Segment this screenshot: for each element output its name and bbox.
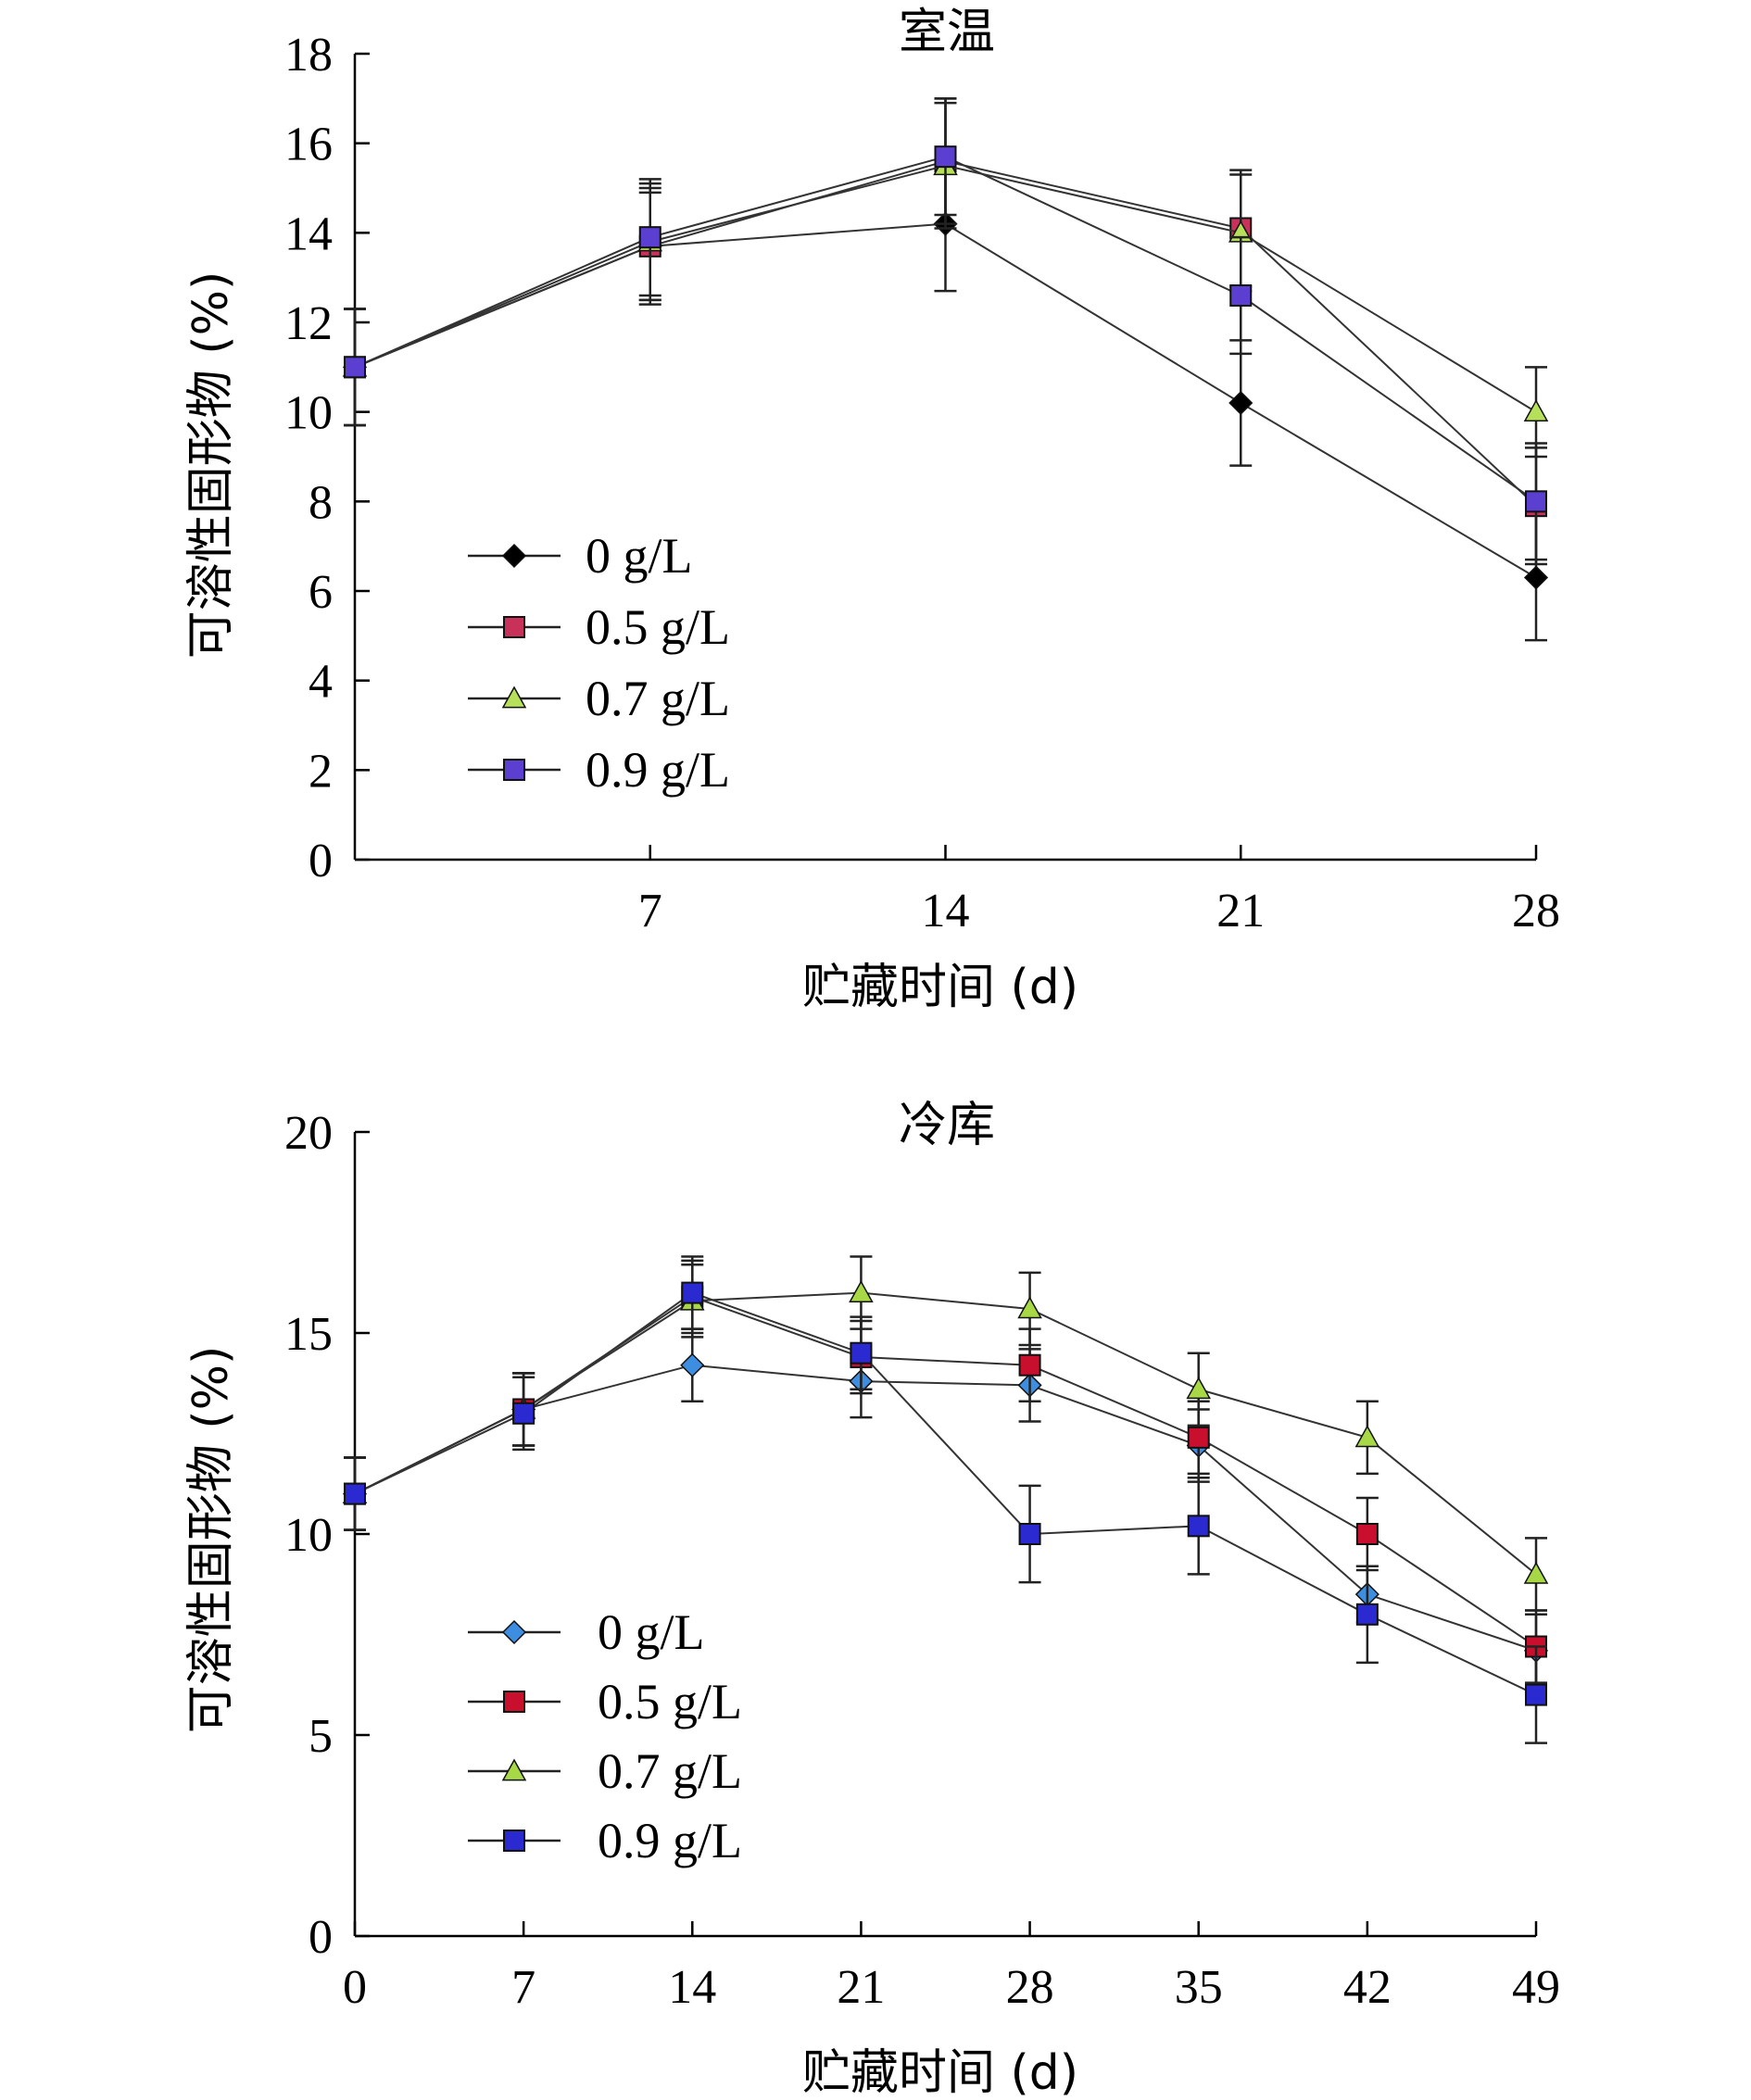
legend-label: 0 g/L — [586, 528, 693, 584]
data-point — [1355, 1523, 1379, 1545]
legend-label: 0.9 g/L — [598, 1813, 742, 1868]
data-point — [934, 145, 957, 169]
legend-item: 0.9 g/L — [468, 1813, 742, 1868]
legend-item: 0.5 g/L — [468, 1674, 742, 1729]
x-tick-label: 14 — [668, 1961, 716, 2014]
data-point — [1228, 390, 1253, 416]
data-point — [680, 1352, 705, 1377]
legend-marker — [501, 1758, 527, 1781]
x-tick-label: 21 — [1216, 885, 1265, 937]
data-point — [850, 1341, 873, 1364]
legend-label: 0.9 g/L — [586, 742, 730, 798]
x-tick-label: 14 — [922, 885, 970, 937]
series-0-9gL — [344, 1255, 1547, 1744]
data-point — [1187, 1426, 1210, 1449]
y-tick-label: 10 — [284, 1509, 333, 1562]
y-tick-label: 16 — [284, 119, 333, 171]
x-tick-label: 49 — [1512, 1961, 1560, 2014]
legend-marker — [503, 1691, 525, 1713]
legend-marker — [501, 1619, 527, 1645]
legend-label: 0.7 g/L — [586, 671, 730, 726]
legend-marker — [503, 616, 525, 638]
data-point — [1525, 1683, 1547, 1706]
legend-label: 0 g/L — [598, 1604, 705, 1660]
legend-label: 0.5 g/L — [598, 1674, 742, 1729]
plot-area — [342, 97, 1549, 642]
legend-label: 0.7 g/L — [598, 1743, 742, 1799]
legend-item: 0.9 g/L — [468, 742, 730, 798]
y-tick-label: 4 — [309, 656, 333, 709]
data-point — [1187, 1515, 1210, 1538]
data-point — [1355, 1603, 1379, 1626]
x-tick-label: 28 — [1512, 885, 1560, 937]
legend-item: 0 g/L — [468, 528, 693, 584]
y-tick-label: 2 — [309, 745, 333, 798]
legend-marker — [501, 543, 527, 569]
data-point — [1186, 1377, 1211, 1400]
data-point — [512, 1402, 535, 1425]
x-tick-label: 0 — [343, 1961, 367, 2014]
data-point — [1525, 490, 1547, 513]
legend-label: 0.5 g/L — [586, 599, 730, 655]
axes: 0 5 10 15 20 0 7 14 21 28 35 42 49 — [284, 1107, 1560, 2014]
data-point — [1354, 1425, 1380, 1448]
x-axis-label: 贮藏时间 (d) — [802, 960, 1078, 1015]
data-point — [344, 356, 366, 379]
data-point — [1018, 1523, 1041, 1545]
data-point — [1523, 1561, 1549, 1584]
legend: 0 g/L 0.5 g/L 0.7 g/L 0.9 g/L — [468, 528, 730, 798]
legend-item: 0.5 g/L — [468, 599, 730, 655]
legend-item: 0 g/L — [468, 1604, 705, 1660]
y-tick-label: 12 — [284, 297, 333, 350]
y-tick-label: 14 — [284, 207, 333, 260]
y-axis-label: 可溶性固形物 (%) — [183, 271, 239, 660]
chart-title: 室温 — [899, 5, 995, 60]
chart-room-temperature: 室温 可溶性固形物 (%) 贮藏时间 (d) 0 2 4 6 8 10 12 14 16 18 7 1… — [183, 5, 1560, 1015]
chart-title: 冷库 — [899, 1098, 995, 1153]
y-tick-label: 0 — [309, 1911, 333, 1964]
x-tick-label: 42 — [1343, 1961, 1392, 2014]
data-point — [1018, 1353, 1041, 1377]
y-tick-label: 18 — [284, 29, 333, 82]
y-tick-label: 10 — [284, 387, 333, 440]
y-tick-label: 20 — [284, 1107, 333, 1160]
series-0-9gL — [344, 97, 1547, 561]
plot-area — [342, 1255, 1549, 1744]
y-tick-label: 8 — [309, 476, 333, 529]
x-tick-label: 35 — [1175, 1961, 1223, 2014]
series-line — [354, 1291, 1537, 1576]
y-tick-label: 15 — [284, 1308, 333, 1361]
x-axis-label: 贮藏时间 (d) — [802, 2045, 1078, 2100]
data-point — [1523, 399, 1549, 422]
data-point — [1017, 1296, 1042, 1319]
series-line — [354, 1364, 1537, 1652]
x-tick-label: 7 — [638, 885, 662, 937]
legend-item: 0.7 g/L — [468, 671, 730, 726]
legend-marker — [503, 1830, 525, 1852]
x-tick-label: 21 — [837, 1961, 885, 2014]
data-point — [849, 1280, 874, 1302]
series-line — [354, 1291, 1537, 1696]
legend-item: 0.7 g/L — [468, 1743, 742, 1799]
x-tick-label: 28 — [1006, 1961, 1054, 2014]
legend: 0 g/L 0.5 g/L 0.7 g/L 0.9 g/L — [468, 1604, 742, 1868]
x-tick-label: 7 — [511, 1961, 535, 2014]
data-point — [1229, 284, 1253, 307]
chart-cold-storage: 冷库 可溶性固形物 (%) 贮藏时间 (d) 0 5 10 15 20 0 7 14 21 28 3… — [183, 1098, 1560, 2100]
legend-marker — [501, 685, 527, 709]
data-point — [681, 1281, 704, 1304]
data-point — [1523, 565, 1549, 590]
y-tick-label: 0 — [309, 835, 333, 887]
y-axis-label: 可溶性固形物 (%) — [183, 1346, 239, 1734]
data-point — [344, 1482, 366, 1505]
data-point — [638, 226, 661, 249]
legend-marker — [503, 759, 525, 781]
y-tick-label: 5 — [309, 1710, 333, 1763]
axes: 0 2 4 6 8 10 12 14 16 18 7 14 21 28 — [284, 29, 1560, 937]
y-tick-label: 6 — [309, 566, 333, 619]
